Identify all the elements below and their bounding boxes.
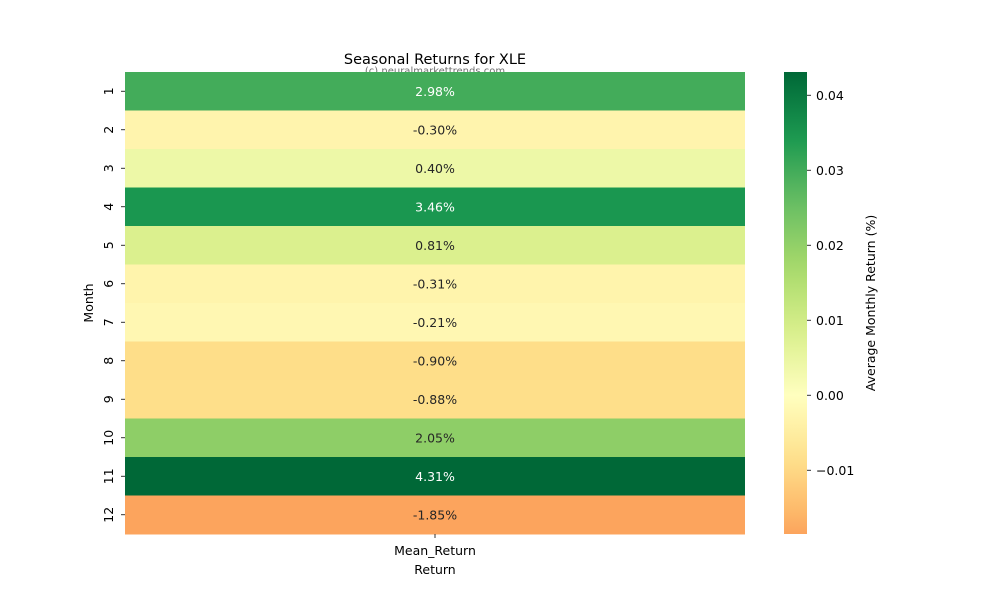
heatmap-cell bbox=[125, 264, 745, 304]
cell-value-label: 2.05% bbox=[415, 430, 455, 445]
cell-value-label: -1.85% bbox=[413, 507, 457, 522]
cell-value-label: 2.98% bbox=[415, 84, 455, 99]
cell-value-label: -0.21% bbox=[413, 315, 457, 330]
heatmap-cells: 2.98% -0.30% 0.40% 3.46% 0.81% -0.31% -0.21% -0… bbox=[125, 72, 745, 535]
y-tick-label: 9 bbox=[101, 395, 116, 403]
colorbar-label: Average Monthly Return (%) bbox=[863, 215, 878, 391]
cell-value-label: -0.30% bbox=[413, 122, 457, 137]
colorbar bbox=[784, 72, 807, 534]
colorbar-tick-label: 0.03 bbox=[816, 163, 844, 178]
heatmap-cell bbox=[125, 226, 745, 265]
heatmap-cell bbox=[125, 495, 745, 535]
y-tick-label: 11 bbox=[101, 468, 116, 484]
y-tick-label: 5 bbox=[101, 241, 116, 249]
cell-value-label: 3.46% bbox=[415, 199, 455, 214]
heatmap-cell bbox=[125, 457, 745, 496]
colorbar-tick-label: −0.01 bbox=[816, 463, 854, 478]
y-tick-label: 12 bbox=[101, 507, 116, 523]
y-tick-label: 4 bbox=[101, 203, 116, 211]
colorbar-tick-label: 0.01 bbox=[816, 313, 844, 328]
x-tick-label: Mean_Return bbox=[394, 543, 476, 558]
heatmap-cell bbox=[125, 187, 745, 227]
cell-value-label: -0.88% bbox=[413, 392, 457, 407]
cell-value-label: 0.40% bbox=[415, 161, 455, 176]
heatmap-cell bbox=[125, 149, 745, 188]
heatmap-cell bbox=[125, 418, 745, 458]
colorbar-tick-label: 0.04 bbox=[816, 88, 844, 103]
heatmap-cell bbox=[125, 110, 745, 150]
heatmap-cell bbox=[125, 303, 745, 342]
chart-subtitle: (c) neuralmarkettrends.com bbox=[365, 66, 505, 77]
colorbar-ticks: 0.04 0.03 0.02 0.01 0.00 −0.01 bbox=[807, 88, 854, 478]
y-tick-label: 1 bbox=[101, 87, 116, 95]
colorbar-tick-label: 0.02 bbox=[816, 238, 844, 253]
heatmap-cell bbox=[125, 72, 745, 111]
x-axis-label: Return bbox=[414, 562, 455, 577]
heatmap-cell bbox=[125, 341, 745, 381]
y-axis-label: Month bbox=[81, 283, 96, 322]
y-tick-label: 2 bbox=[101, 126, 116, 134]
cell-value-label: 0.81% bbox=[415, 238, 455, 253]
y-tick-label: 7 bbox=[101, 318, 116, 326]
y-tick-label: 6 bbox=[101, 280, 116, 288]
y-tick-label: 8 bbox=[101, 357, 116, 365]
y-tick-label: 10 bbox=[101, 430, 116, 446]
cell-value-label: -0.31% bbox=[413, 276, 457, 291]
y-tick-label: 3 bbox=[101, 164, 116, 172]
colorbar-tick-label: 0.00 bbox=[816, 388, 844, 403]
cell-value-label: 4.31% bbox=[415, 469, 455, 484]
heatmap-cell bbox=[125, 380, 745, 419]
chart-title: Seasonal Returns for XLE bbox=[344, 52, 526, 68]
cell-value-label: -0.90% bbox=[413, 353, 457, 368]
